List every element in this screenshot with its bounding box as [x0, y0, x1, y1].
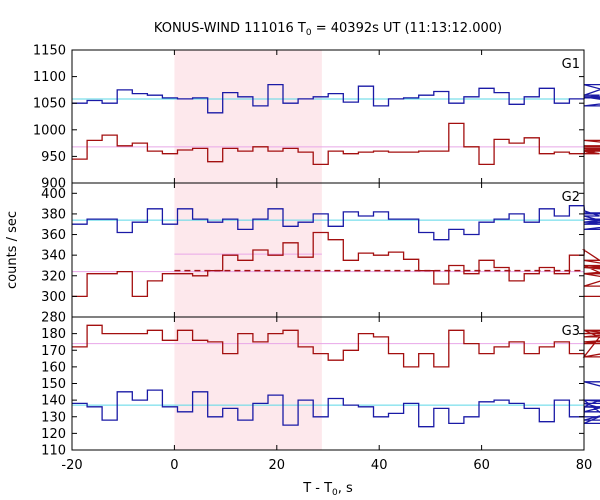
g3-y-tick-label-180: 180 — [41, 327, 66, 342]
x-tick-label-20: 20 — [269, 458, 286, 473]
chart-title: KONUS-WIND 111016 T0 = 40392s UT (11:13:… — [154, 21, 502, 38]
x-tick-label-60: 60 — [473, 458, 490, 473]
g1-series-blue-line — [72, 83, 600, 114]
g2-y-tick-label-340: 340 — [41, 249, 66, 264]
g2-series-blue-line — [72, 205, 600, 241]
chart-title-prefix: KONUS-WIND 111016 T — [154, 21, 306, 36]
g3-y-tick-label-150: 150 — [41, 377, 66, 392]
g2-y-tick-label-360: 360 — [41, 228, 66, 243]
g2-panel-label: G2 — [562, 190, 580, 205]
g1-y-tick-label-1000: 1000 — [33, 123, 66, 138]
g1-panel-label: G1 — [562, 57, 580, 72]
g3-y-tick-label-110: 110 — [41, 444, 66, 459]
g3-y-tick-label-160: 160 — [41, 360, 66, 375]
x-tick-label-40: 40 — [371, 458, 388, 473]
x-axis-label: T - T0, s — [302, 481, 353, 498]
g3-y-tick-label-120: 120 — [41, 427, 66, 442]
g3-highlight-interval — [174, 317, 322, 450]
g2-y-tick-label-400: 400 — [41, 187, 66, 202]
g1-y-tick-label-950: 950 — [41, 150, 66, 165]
x-tick-label-0: 0 — [170, 458, 178, 473]
g3-frame — [71, 316, 585, 451]
g1-y-tick-label-900: 900 — [41, 177, 66, 192]
plot-area: 9009501000105011001150G12803003203403603… — [33, 44, 600, 473]
x-axis-label-suffix: , s — [338, 481, 353, 496]
g2-y-tick-label-300: 300 — [41, 290, 66, 305]
x-tick-label-80: 80 — [576, 458, 593, 473]
g3-series-blue-line — [72, 381, 600, 428]
g3-series-red-line — [72, 324, 600, 368]
g2-y-tick-label-280: 280 — [41, 311, 66, 326]
chart-title-suffix: = 40392s UT (11:13:12.000) — [312, 21, 502, 36]
g3-y-tick-label-130: 130 — [41, 410, 66, 425]
g1-series-red-line — [72, 122, 600, 166]
g3-y-tick-label-140: 140 — [41, 394, 66, 409]
g3-panel-label: G3 — [562, 324, 580, 339]
g2-y-tick-label-380: 380 — [41, 207, 66, 222]
g1-highlight-interval — [174, 50, 322, 183]
g2-series-red-line — [72, 231, 600, 298]
chart-title-subscript: 0 — [306, 28, 312, 38]
g2-frame — [71, 182, 585, 318]
g1-y-tick-label-1050: 1050 — [33, 97, 66, 112]
x-axis-label-subscript: 0 — [332, 488, 338, 498]
g1-y-tick-label-1150: 1150 — [33, 44, 66, 59]
y-axis-label: counts / sec — [5, 211, 20, 289]
x-axis-label-prefix: T - T — [302, 481, 332, 496]
g2-highlight-interval — [174, 183, 322, 317]
x-tick-label--20: -20 — [61, 458, 82, 473]
g2-y-tick-label-320: 320 — [41, 269, 66, 284]
g1-y-tick-label-1100: 1100 — [33, 70, 66, 85]
g3-y-tick-label-170: 170 — [41, 344, 66, 359]
